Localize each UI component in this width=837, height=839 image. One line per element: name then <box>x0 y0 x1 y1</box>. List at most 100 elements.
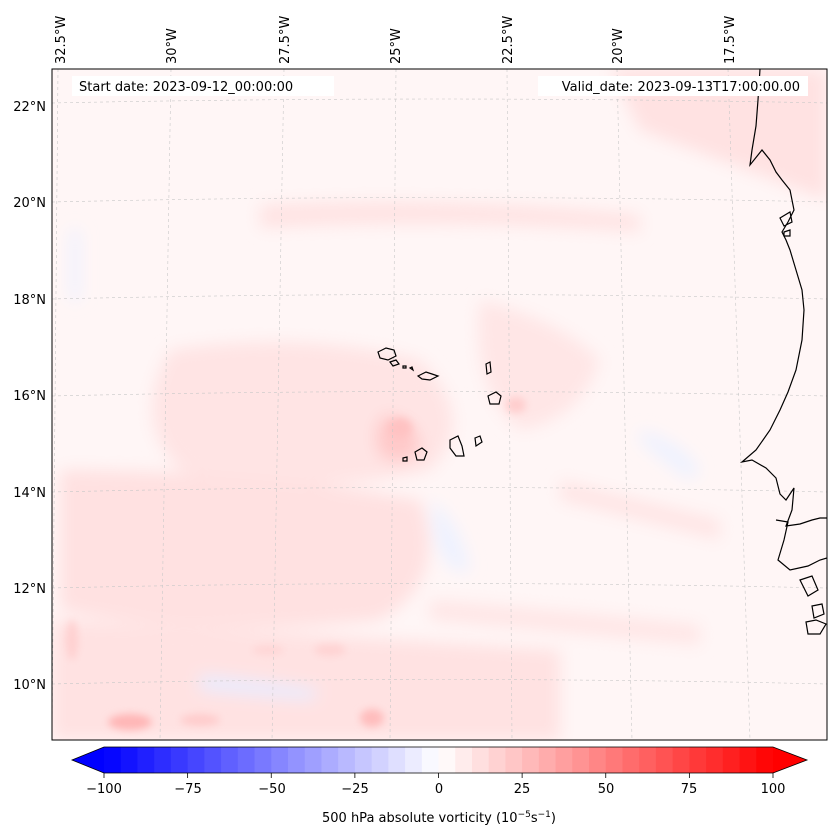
start-date-label: Start date: 2023-09-12_00:00:00 <box>79 80 293 95</box>
colorbar-cell <box>689 747 707 773</box>
lon-line-25 <box>389 69 397 740</box>
colorbar-cell <box>622 747 640 773</box>
colorbar-right-extension <box>773 747 807 773</box>
vorticity-max-3 <box>360 709 384 727</box>
colorbar-tick-label: 0 <box>435 782 443 797</box>
vorticity-maxima <box>66 397 526 730</box>
colorbar-cell <box>204 747 222 773</box>
lat-line-16 <box>52 391 827 397</box>
vorticity-max-6 <box>506 397 526 413</box>
colorbar-cell <box>572 747 590 773</box>
lon-label-32-5: 32.5°W <box>54 16 69 64</box>
colorbar-cell <box>455 747 473 773</box>
lat-label-10: 10°N <box>13 678 46 693</box>
lon-label-17-5: 17.5°W <box>723 16 738 64</box>
island-sao-vicente <box>389 359 400 367</box>
colorbar-cell <box>739 747 757 773</box>
vorticity-patch-wave-2 <box>430 600 700 645</box>
lat-line-22 <box>52 98 827 104</box>
lon-line-22-5 <box>506 69 513 740</box>
colorbar-tick-label: −50 <box>258 782 285 797</box>
colorbar-cell <box>589 747 607 773</box>
colorbar-cell <box>505 747 523 773</box>
vorticity-max-8 <box>66 620 78 660</box>
colorbar-cell <box>722 747 741 773</box>
island-sal <box>485 361 492 375</box>
lat-label-14: 14°N <box>13 486 46 501</box>
lon-line-32-5 <box>52 69 59 740</box>
colorbar-tick-label: −75 <box>174 782 201 797</box>
island-sao-nicolau <box>416 371 440 381</box>
colorbar-cell <box>522 747 540 773</box>
colorbar-cell <box>237 747 256 773</box>
colorbar-tick-label: 25 <box>514 782 531 797</box>
lat-line-12 <box>52 583 827 589</box>
colorbar-cell <box>706 747 724 773</box>
lon-line-27-5 <box>271 69 285 740</box>
vorticity-max-5 <box>252 645 284 655</box>
longitude-labels: 32.5°W 30°W 27.5°W 25°W 22.5°W 20°W 17.5… <box>54 16 738 64</box>
colorbar-tick-label: 50 <box>598 782 615 797</box>
lon-label-25: 25°W <box>389 28 404 64</box>
lon-line-20 <box>616 69 633 740</box>
lon-label-22-5: 22.5°W <box>501 16 516 64</box>
colorbar-cell <box>371 747 389 773</box>
colorbar-cell <box>170 747 189 773</box>
lon-label-20: 20°W <box>611 28 626 64</box>
cape-verde-islands <box>377 347 502 462</box>
colorbar-cells <box>104 747 774 773</box>
colorbar-cell <box>338 747 356 773</box>
colorbar-cell <box>488 747 507 773</box>
colorbar-cell <box>756 747 774 773</box>
vorticity-patch-negative-3 <box>70 230 80 300</box>
vorticity-patch-negative-1 <box>430 500 470 572</box>
lon-line-30 <box>159 69 172 740</box>
vorticity-max-4 <box>314 644 346 656</box>
colorbar-cell <box>154 747 172 773</box>
lat-label-16: 16°N <box>13 389 46 404</box>
colorbar-cell <box>655 747 674 773</box>
colorbar-cell <box>287 747 306 773</box>
island-boa-vista <box>487 391 502 405</box>
colorbar-cell <box>605 747 624 773</box>
colorbar: −100 −75 −50 −25 0 25 50 75 100 500 hPa … <box>70 746 809 826</box>
lat-label-12: 12°N <box>13 582 46 597</box>
colorbar-left-extension <box>72 747 104 773</box>
start-date-box <box>72 76 334 96</box>
island-brava <box>402 456 408 462</box>
lat-label-20: 20°N <box>13 196 46 211</box>
lat-line-10 <box>52 679 827 685</box>
colorbar-cell <box>421 747 440 773</box>
island-santa-luzia <box>402 365 407 369</box>
vorticity-patch-negative-2 <box>200 675 320 700</box>
colorbar-ticks <box>103 773 774 778</box>
african-coastline <box>739 69 827 635</box>
valid-date-label: Valid_date: 2023-09-13T17:00:00.00 <box>562 80 800 95</box>
colorbar-cell <box>104 747 122 773</box>
lat-line-14 <box>52 487 827 493</box>
lon-line-17-5 <box>727 69 751 740</box>
island-fogo <box>414 447 428 461</box>
colorbar-cell <box>538 747 557 773</box>
lon-label-27-5: 27.5°W <box>278 16 293 64</box>
colorbar-cell <box>187 747 205 773</box>
colorbar-tick-label: −25 <box>341 782 368 797</box>
colorbar-tick-label: 75 <box>681 782 698 797</box>
lat-label-18: 18°N <box>13 293 46 308</box>
vorticity-max-2 <box>180 714 220 726</box>
lat-label-22: 22°N <box>13 100 46 115</box>
vorticity-patch-central <box>152 342 453 485</box>
map-panel <box>52 69 827 740</box>
colorbar-cell <box>137 747 155 773</box>
colorbar-cell <box>639 747 657 773</box>
colorbar-cell <box>254 747 272 773</box>
islet-1 <box>408 366 415 372</box>
valid-date-box <box>538 76 808 96</box>
island-maio <box>474 435 483 448</box>
graticule <box>52 69 827 740</box>
colorbar-cell <box>221 747 239 773</box>
colorbar-cell <box>120 747 139 773</box>
colorbar-cell <box>354 747 373 773</box>
lon-label-30: 30°W <box>165 28 180 64</box>
